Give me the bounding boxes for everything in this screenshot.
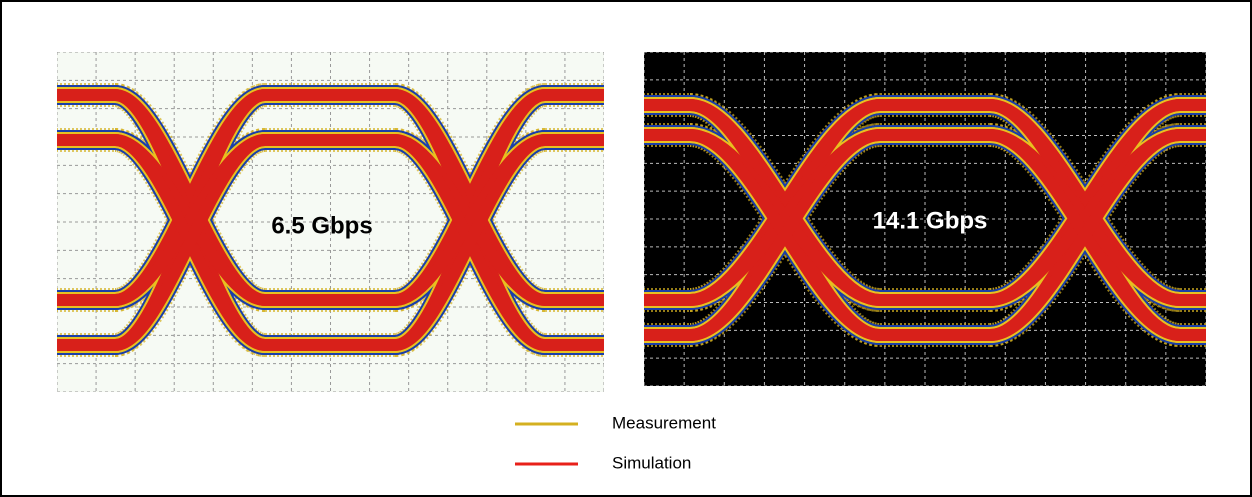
legend-label: Measurement <box>612 413 716 432</box>
panel-label: 6.5 Gbps <box>271 212 372 239</box>
legend-label: Simulation <box>612 453 691 472</box>
panel-label: 14.1 Gbps <box>873 207 988 234</box>
figure: 6.5 Gbps 14.1 Gbps Measurement Simulatio… <box>0 0 1252 497</box>
